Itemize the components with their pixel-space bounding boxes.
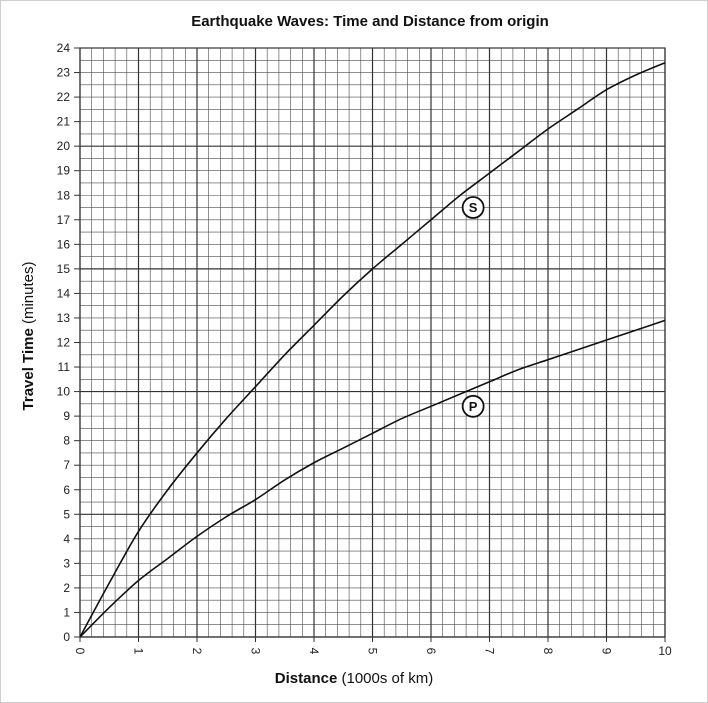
x-axis-ticks: 0 1 2 3 4 5 6 7 8 9 10 [73,637,672,658]
x-tick-label: 5 [366,648,380,655]
y-tick-label: 9 [63,409,70,423]
y-tick-label: 21 [57,115,71,129]
y-tick-label: 15 [57,262,71,276]
y-tick-label: 0 [63,630,70,644]
x-tick-label: 3 [249,648,263,655]
x-tick-label: 2 [190,648,204,655]
x-axis-title: Distance (1000s of km) [275,670,433,687]
y-tick-label: 19 [57,164,71,178]
y-tick-label: 13 [57,311,71,325]
y-axis-title: Travel Time (minutes) [20,262,37,411]
y-tick-label: 3 [63,556,70,570]
y-tick-label: 24 [57,41,71,55]
y-axis-title-main: Travel Time [20,328,37,410]
curve-label-circle [461,196,485,219]
y-tick-label: 6 [63,483,70,497]
x-tick-label: 9 [600,648,614,655]
curve-label-s: S [461,196,485,219]
curve-label-circle [461,394,485,418]
y-tick-label: 11 [58,360,71,374]
y-tick-label: 12 [57,336,71,350]
x-tick-label: 7 [483,648,497,655]
chart-title: Earthquake Waves: Time and Distance from… [191,13,549,30]
x-axis-title-main: Distance [275,670,338,687]
y-tick-label: 17 [57,213,71,227]
y-tick-label: 5 [63,507,70,521]
x-tick-label: 4 [307,648,321,655]
y-tick-label: 18 [57,188,71,202]
y-tick-label: 8 [63,434,70,448]
y-tick-label: 10 [57,385,71,399]
y-tick-label: 16 [57,237,71,251]
x-tick-label: 0 [73,648,87,655]
curve-label-p: P [461,394,485,418]
y-tick-label: 1 [63,605,70,619]
curve-label-text: S [469,200,478,215]
y-tick-label: 4 [63,532,70,546]
x-tick-label: 1 [132,648,146,655]
series-line-s-wave [79,61,666,638]
x-tick-label: 8 [541,648,555,655]
series-line-p-wave [79,319,666,638]
y-tick-label: 23 [57,66,71,80]
y-tick-label: 20 [57,139,71,153]
x-axis-title-unit: (1000s of km) [342,670,434,687]
curve-label-text: P [469,399,478,414]
wave-curves [79,61,666,638]
y-tick-label: 7 [63,458,70,472]
y-axis-title-unit: (minutes) [20,262,37,325]
y-tick-label: 2 [63,581,70,595]
x-tick-label: 6 [424,648,438,655]
curve-labels: SP [461,196,485,418]
x-tick-label: 10 [658,644,672,658]
y-tick-label: 22 [57,90,71,104]
y-tick-label: 14 [57,286,71,300]
